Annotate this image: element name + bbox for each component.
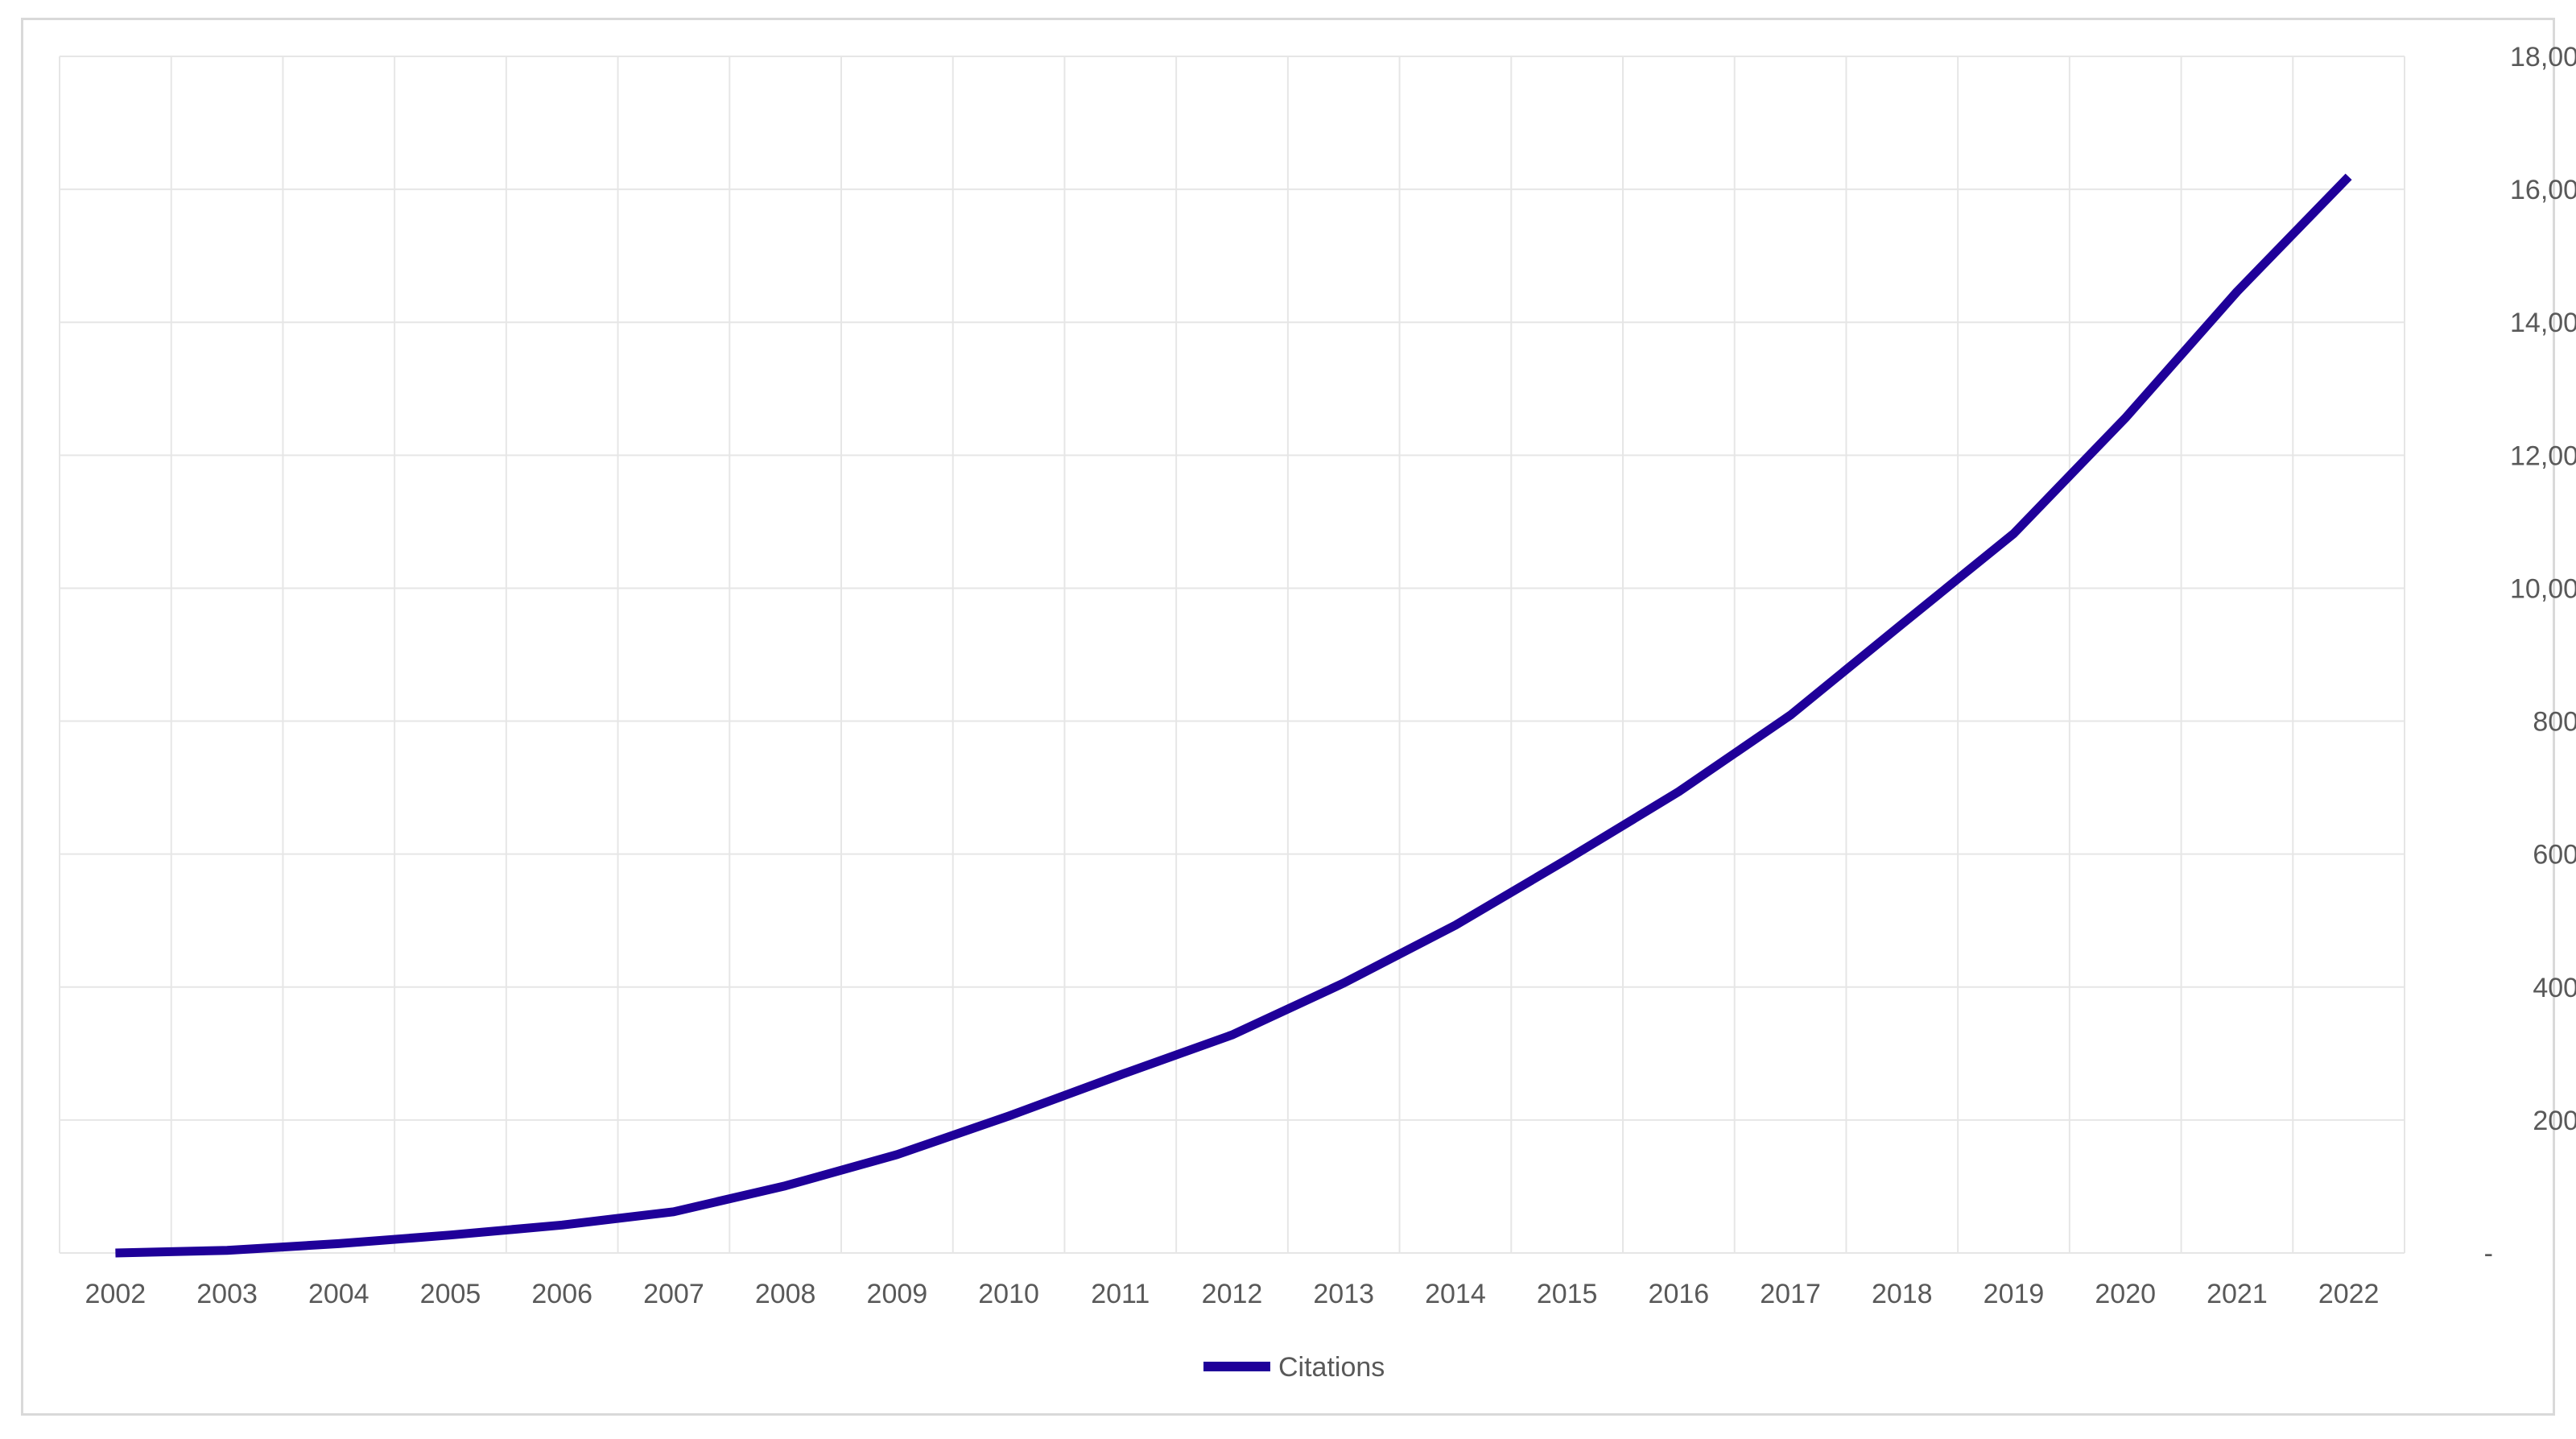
series-layer bbox=[115, 173, 2352, 1258]
x-tick-label: 2002 bbox=[85, 1279, 147, 1309]
y-tick-label: 18,000 bbox=[2510, 42, 2576, 72]
y-tick-label: - bbox=[2484, 1238, 2493, 1269]
x-tick-label: 2018 bbox=[1872, 1279, 1933, 1309]
y-tick-label: 12,000 bbox=[2510, 440, 2576, 471]
x-tick-label: 2003 bbox=[196, 1279, 258, 1309]
y-tick-label: 2000 bbox=[2533, 1106, 2576, 1136]
x-tick-label: 2022 bbox=[2318, 1279, 2380, 1309]
x-tick-label: 2021 bbox=[2207, 1279, 2268, 1309]
x-tick-label: 2006 bbox=[531, 1279, 592, 1309]
x-tick-label: 2007 bbox=[643, 1279, 704, 1309]
x-tick-label: 2015 bbox=[1537, 1279, 1598, 1309]
y-tick-label: 16,000 bbox=[2510, 175, 2576, 205]
y-tick-label: 8000 bbox=[2533, 707, 2576, 738]
x-tick-label: 2013 bbox=[1313, 1279, 1374, 1309]
x-tick-label: 2020 bbox=[2095, 1279, 2156, 1309]
y-axis-tick-labels: - 2000 4000 6000 8000 10,000 12,000 14,000 16,00… bbox=[2484, 42, 2576, 1269]
x-tick-label: 2012 bbox=[1202, 1279, 1263, 1309]
y-tick-label: 10,000 bbox=[2510, 573, 2576, 604]
x-tick-label: 2008 bbox=[755, 1279, 816, 1309]
legend-label-citations: Citations bbox=[1278, 1352, 1385, 1383]
x-tick-label: 2005 bbox=[420, 1279, 481, 1309]
grid-lines bbox=[59, 56, 2405, 1254]
legend: Citations bbox=[1203, 1352, 1385, 1383]
x-tick-label: 2019 bbox=[1984, 1279, 2045, 1309]
x-tick-label: 2016 bbox=[1649, 1279, 1710, 1309]
x-tick-label: 2004 bbox=[308, 1279, 369, 1309]
y-tick-label: 14,000 bbox=[2510, 308, 2576, 338]
x-tick-label: 2009 bbox=[867, 1279, 928, 1309]
y-tick-label: 6000 bbox=[2533, 840, 2576, 870]
x-tick-label: 2011 bbox=[1091, 1279, 1150, 1309]
x-axis-tick-labels: 2002 2003 2004 2005 2006 2007 2008 2009 2010 2011… bbox=[85, 1279, 2380, 1309]
y-tick-label: 4000 bbox=[2533, 973, 2576, 1003]
x-tick-label: 2010 bbox=[978, 1279, 1039, 1309]
x-tick-label: 2017 bbox=[1760, 1279, 1821, 1309]
series-line-citations bbox=[115, 173, 2352, 1258]
x-tick-label: 2014 bbox=[1425, 1279, 1486, 1309]
